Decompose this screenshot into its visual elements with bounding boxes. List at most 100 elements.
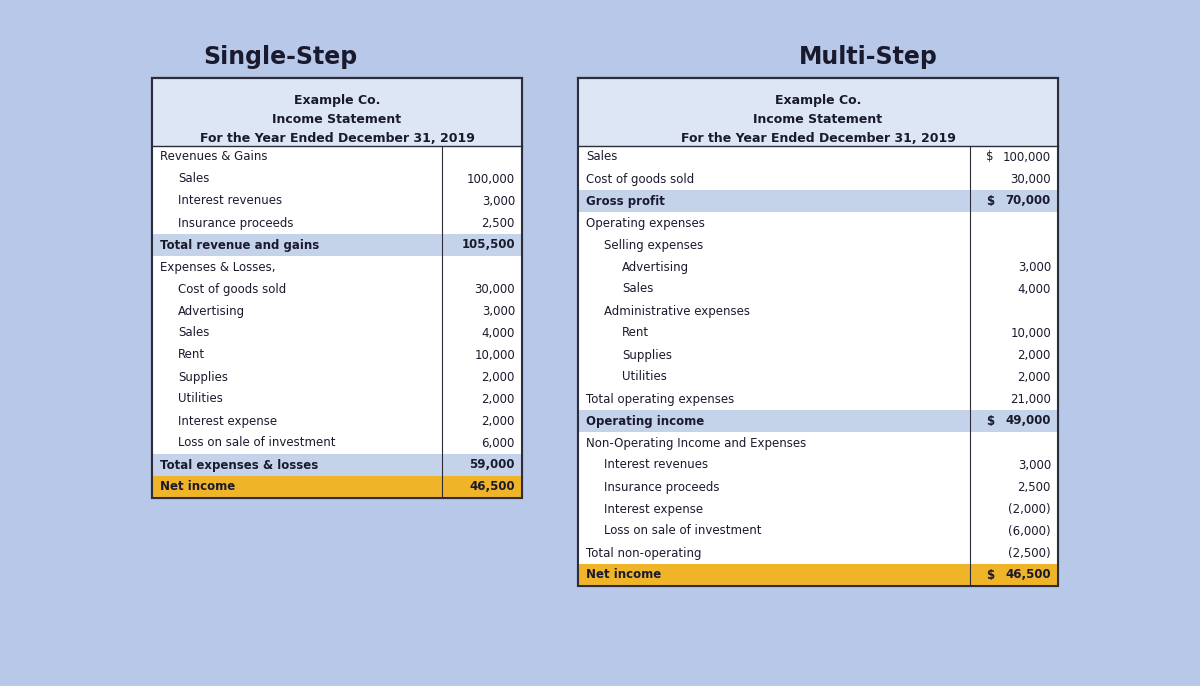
Text: 30,000: 30,000	[1010, 172, 1051, 185]
Text: 2,500: 2,500	[1018, 480, 1051, 493]
Text: Total expenses & losses: Total expenses & losses	[160, 458, 318, 471]
Text: Supplies: Supplies	[622, 348, 672, 362]
Text: (6,000): (6,000)	[1008, 525, 1051, 538]
Text: $: $	[986, 569, 994, 582]
Text: 2,500: 2,500	[481, 217, 515, 230]
Bar	[152, 78, 522, 498]
Text: Advertising: Advertising	[178, 305, 245, 318]
Text: For the Year Ended December 31, 2019: For the Year Ended December 31, 2019	[680, 132, 955, 145]
Bar	[152, 256, 522, 278]
Text: Operating expenses: Operating expenses	[586, 217, 704, 230]
Text: Advertising: Advertising	[622, 261, 689, 274]
Text: 46,500: 46,500	[1006, 569, 1051, 582]
Text: 2,000: 2,000	[481, 392, 515, 405]
Text: Supplies: Supplies	[178, 370, 228, 383]
Text: Example Co.: Example Co.	[775, 94, 862, 107]
Bar	[152, 300, 522, 322]
Text: Expenses & Losses,: Expenses & Losses,	[160, 261, 276, 274]
Text: Rent: Rent	[178, 348, 205, 362]
Text: 105,500: 105,500	[461, 239, 515, 252]
Text: 2,000: 2,000	[481, 370, 515, 383]
Text: $: $	[986, 150, 994, 163]
Text: Insurance proceeds: Insurance proceeds	[178, 217, 294, 230]
Bar	[578, 300, 1058, 322]
Bar	[578, 278, 1058, 300]
Text: Total operating expenses: Total operating expenses	[586, 392, 734, 405]
Text: Interest expense: Interest expense	[178, 414, 277, 427]
Bar	[152, 78, 522, 146]
Bar	[578, 520, 1058, 542]
Text: Revenues & Gains: Revenues & Gains	[160, 150, 268, 163]
Text: 2,000: 2,000	[481, 414, 515, 427]
Bar	[578, 454, 1058, 476]
Bar	[578, 78, 1058, 146]
Text: 21,000: 21,000	[1010, 392, 1051, 405]
Text: Insurance proceeds: Insurance proceeds	[604, 480, 720, 493]
Text: 3,000: 3,000	[1018, 261, 1051, 274]
Text: Interest revenues: Interest revenues	[178, 195, 282, 207]
Bar	[578, 476, 1058, 498]
Text: Sales: Sales	[178, 172, 209, 185]
Text: Selling expenses: Selling expenses	[604, 239, 703, 252]
Text: Net income: Net income	[586, 569, 661, 582]
Text: For the Year Ended December 31, 2019: For the Year Ended December 31, 2019	[199, 132, 474, 145]
Text: Sales: Sales	[586, 150, 617, 163]
Bar	[578, 212, 1058, 234]
Text: 59,000: 59,000	[469, 458, 515, 471]
Text: Utilities: Utilities	[622, 370, 667, 383]
Bar	[152, 78, 522, 498]
Text: 70,000: 70,000	[1006, 195, 1051, 207]
Text: Rent: Rent	[622, 327, 649, 340]
Text: 30,000: 30,000	[474, 283, 515, 296]
Text: Total non-operating: Total non-operating	[586, 547, 702, 560]
Text: Sales: Sales	[178, 327, 209, 340]
Bar	[578, 542, 1058, 564]
Text: 10,000: 10,000	[1010, 327, 1051, 340]
Bar	[152, 168, 522, 190]
Text: Interest expense: Interest expense	[604, 503, 703, 515]
Text: 10,000: 10,000	[474, 348, 515, 362]
Bar	[578, 322, 1058, 344]
Text: Gross profit: Gross profit	[586, 195, 665, 207]
Bar	[152, 410, 522, 432]
Text: 2,000: 2,000	[1018, 348, 1051, 362]
Bar	[152, 366, 522, 388]
Text: $: $	[986, 195, 994, 207]
Bar	[578, 78, 1058, 586]
Bar	[152, 432, 522, 454]
Text: Income Statement: Income Statement	[272, 113, 402, 126]
Text: (2,000): (2,000)	[1008, 503, 1051, 515]
Text: Non-Operating Income and Expenses: Non-Operating Income and Expenses	[586, 436, 806, 449]
Bar	[152, 212, 522, 234]
Bar	[152, 388, 522, 410]
Bar	[578, 432, 1058, 454]
Text: Loss on sale of investment: Loss on sale of investment	[604, 525, 762, 538]
Text: 4,000: 4,000	[481, 327, 515, 340]
Text: 4,000: 4,000	[1018, 283, 1051, 296]
Bar	[152, 190, 522, 212]
Text: 3,000: 3,000	[1018, 458, 1051, 471]
Text: Utilities: Utilities	[178, 392, 223, 405]
Text: Single-Step: Single-Step	[203, 45, 358, 69]
Text: Cost of goods sold: Cost of goods sold	[586, 172, 695, 185]
Bar	[152, 278, 522, 300]
Text: Administrative expenses: Administrative expenses	[604, 305, 750, 318]
Bar	[578, 168, 1058, 190]
Text: (2,500): (2,500)	[1008, 547, 1051, 560]
Text: Cost of goods sold: Cost of goods sold	[178, 283, 287, 296]
Text: Interest revenues: Interest revenues	[604, 458, 708, 471]
Bar	[578, 256, 1058, 278]
Bar	[578, 78, 1058, 586]
Bar	[152, 146, 522, 168]
Text: 3,000: 3,000	[481, 305, 515, 318]
Text: Loss on sale of investment: Loss on sale of investment	[178, 436, 336, 449]
Text: 100,000: 100,000	[467, 172, 515, 185]
Text: Multi-Step: Multi-Step	[798, 45, 937, 69]
Text: Net income: Net income	[160, 480, 235, 493]
Bar	[152, 322, 522, 344]
Text: Operating income: Operating income	[586, 414, 704, 427]
Bar	[578, 234, 1058, 256]
Bar	[578, 388, 1058, 410]
Bar	[152, 454, 522, 476]
Text: Sales: Sales	[622, 283, 653, 296]
